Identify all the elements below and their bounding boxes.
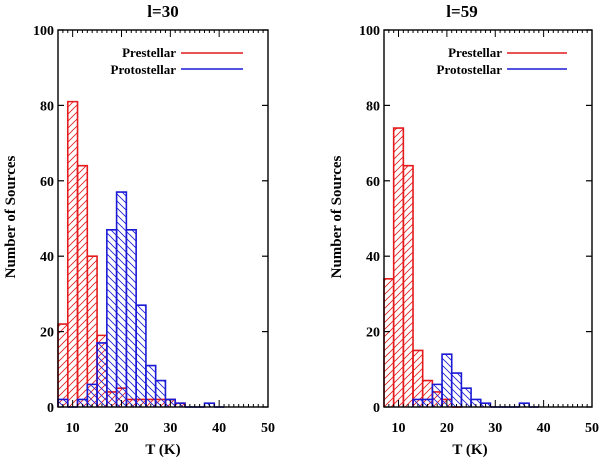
x-tick-label: 50 [261, 421, 275, 436]
bar-prestellar [402, 164, 414, 407]
x-tick-label: 30 [488, 421, 502, 436]
bar-prestellar [57, 323, 69, 407]
x-tick-label: 40 [212, 421, 226, 436]
bar-protostellar [450, 372, 463, 407]
y-tick-label: 80 [40, 99, 54, 114]
bar-prestellar [412, 349, 424, 407]
x-tick-label: 10 [392, 421, 406, 436]
y-tick-label: 60 [366, 175, 380, 190]
x-axis-label: T (K) [452, 442, 487, 458]
bar-protostellar [86, 383, 98, 407]
chart-title: l=30 [147, 2, 178, 21]
y-tick-label: 100 [33, 24, 54, 39]
bar-protostellar [145, 364, 157, 407]
y-tick-label: 60 [40, 175, 54, 190]
bar-prestellar [76, 164, 89, 407]
bar-protostellar [135, 304, 147, 407]
bar-prestellar [86, 255, 98, 407]
legend-label-protostellar: Protostellar [111, 62, 177, 77]
bar-protostellar [154, 379, 167, 407]
x-tick-label: 50 [585, 421, 599, 436]
y-axis-label: Number of Sources [3, 155, 19, 278]
y-tick-label: 80 [366, 99, 380, 114]
x-tick-label: 30 [163, 421, 177, 436]
bar-protostellar [106, 229, 118, 407]
x-tick-label: 20 [440, 421, 454, 436]
y-tick-label: 0 [373, 401, 380, 416]
legend: Prestellar Protostellar [437, 45, 567, 77]
bar-protostellar [96, 342, 108, 407]
bar-protostellar [431, 383, 443, 407]
bar-protostellar [125, 229, 137, 407]
panel-l59: l=59 Number of Sources T (K) 0 20 40 60 80 10… [329, 2, 599, 458]
chart-title: l=59 [446, 2, 477, 21]
y-tick-label: 20 [366, 326, 380, 341]
legend-label-protostellar: Protostellar [437, 62, 503, 77]
panel-l30: l=30 Number of Sources T (K) 0 20 40 60 80 10… [3, 2, 275, 458]
y-tick-label: 40 [40, 250, 54, 265]
y-tick-label: 100 [359, 24, 380, 39]
bar-protostellar [460, 387, 472, 407]
x-tick-label: 20 [114, 421, 128, 436]
x-axis-label: T (K) [145, 442, 180, 458]
legend-label-prestellar: Prestellar [122, 45, 176, 60]
bar-prestellar [66, 100, 79, 407]
plot-frame [57, 29, 269, 408]
y-axis-label: Number of Sources [329, 155, 345, 278]
legend-label-prestellar: Prestellar [448, 45, 502, 60]
x-tick-label: 40 [537, 421, 551, 436]
y-tick-label: 0 [47, 401, 54, 416]
histogram-bars [57, 100, 225, 408]
plot-frame [383, 29, 593, 408]
x-tick-label: 10 [66, 421, 80, 436]
bar-protostellar [115, 191, 128, 407]
y-tick-label: 20 [40, 326, 54, 341]
y-tick-label: 40 [366, 250, 380, 265]
histogram-bars [383, 127, 539, 408]
bar-protostellar [441, 353, 453, 407]
axis-ticks: 0 20 40 60 80 100 10 20 30 40 50 [33, 24, 275, 436]
legend: Prestellar Protostellar [111, 45, 243, 77]
bar-prestellar [383, 278, 395, 407]
bar-prestellar [392, 127, 405, 407]
